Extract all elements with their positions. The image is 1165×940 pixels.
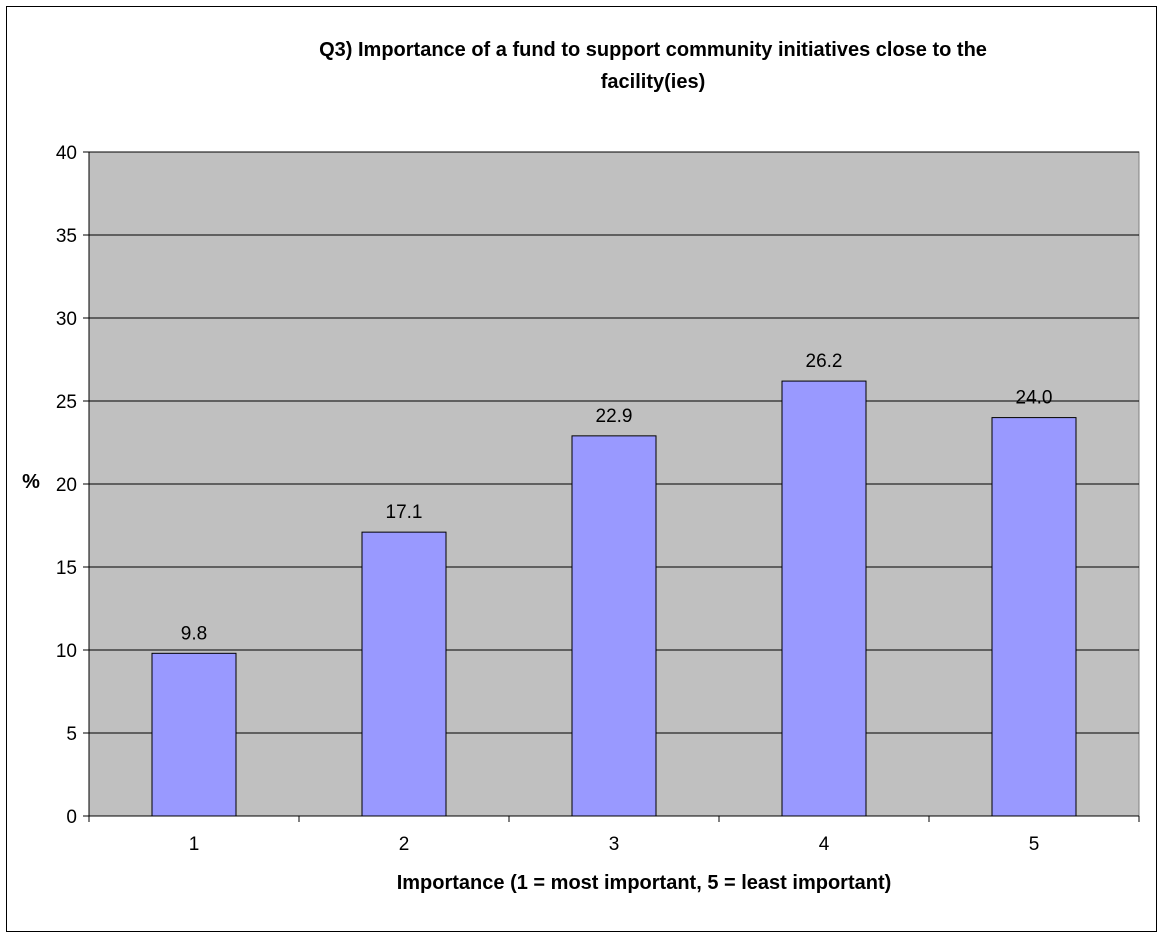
gridlines (89, 151, 1139, 734)
bar-1 (151, 652, 237, 817)
data-label-5: 24.0 (1016, 388, 1053, 409)
data-label-3: 22.9 (596, 406, 633, 427)
y-tick-label-5: 5 (66, 724, 77, 745)
data-label-1: 9.8 (181, 623, 207, 644)
bar-chart: Q3) Importance of a fund to support comm… (22, 39, 1140, 894)
y-tick-label-40: 40 (56, 143, 77, 164)
x-tick-label-2: 2 (399, 834, 410, 855)
chart-title-line-2: facility(ies) (601, 71, 705, 93)
y-tick-label-35: 35 (56, 226, 77, 247)
y-tick-label-30: 30 (56, 309, 77, 330)
y-axis-title: % (22, 471, 40, 493)
x-tick-label-5: 5 (1029, 834, 1040, 855)
axes (83, 151, 1140, 822)
data-label-2: 17.1 (386, 502, 423, 523)
chart-frame: Q3) Importance of a fund to support comm… (6, 6, 1157, 932)
x-tick-label-4: 4 (819, 834, 830, 855)
x-axis-title: Importance (1 = most important, 5 = leas… (397, 872, 892, 894)
y-tick-label-0: 0 (66, 807, 77, 828)
bar-4 (781, 380, 867, 817)
y-tick-label-25: 25 (56, 392, 77, 413)
bar-3 (571, 435, 657, 817)
bar-2 (361, 531, 447, 817)
data-label-4: 26.2 (806, 351, 843, 372)
tick-labels: 0 5 10 15 20 25 30 35 40 9.8 1 17.1 2 22.9 3 26.2 4 24.0 5 (56, 143, 1053, 855)
x-tick-label-3: 3 (609, 834, 620, 855)
x-tick-label-1: 1 (189, 834, 200, 855)
bar-series (151, 380, 1077, 817)
y-tick-label-10: 10 (56, 641, 77, 662)
chart-title-line-1: Q3) Importance of a fund to support comm… (319, 39, 987, 61)
y-tick-label-15: 15 (56, 558, 77, 579)
y-tick-label-20: 20 (56, 475, 77, 496)
bar-5 (991, 417, 1077, 817)
